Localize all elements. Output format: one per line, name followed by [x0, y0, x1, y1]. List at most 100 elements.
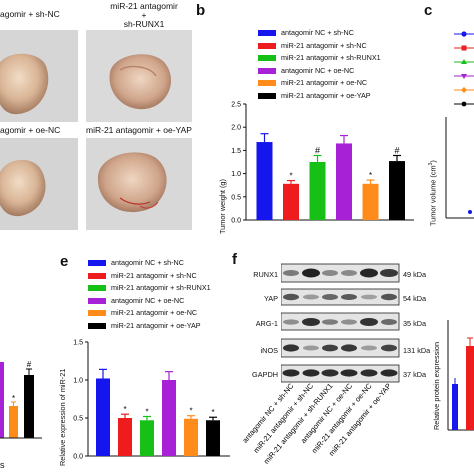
y-tick-label: 0.0 [231, 218, 241, 225]
significance-mark: * [289, 172, 292, 181]
bands-yap [283, 293, 397, 301]
y-tick-label: 0.5 [73, 416, 83, 423]
photo-label-top-right-3: sh-RUNX1 [123, 19, 165, 29]
bar [256, 142, 273, 220]
legend-label: miR-21 antagomir + oe-YAP [281, 90, 371, 100]
legend-swatch [258, 80, 276, 87]
bar-d-black [24, 375, 34, 438]
legend-marker [461, 59, 467, 64]
blot-size-runx1: 49 kDa [403, 270, 427, 279]
y-tick-label: 2.0 [231, 125, 241, 132]
photo-label-top-left: agomir + sh-NC [0, 9, 60, 19]
tumor-bottom-right [97, 152, 167, 213]
legend-marker [461, 101, 467, 107]
legend-swatch [258, 92, 276, 99]
legend-marker [461, 31, 467, 37]
panel-letter-f: f [232, 251, 237, 268]
bar-d-orange [9, 406, 18, 438]
legend-swatch [88, 272, 106, 279]
legend-label: miR-21 antagomir + sh-NC [111, 270, 197, 280]
blot-size-inos: 131 kDa [403, 346, 431, 355]
blot-label-arg1: ARG-1 [255, 319, 278, 328]
legend-swatch [258, 30, 276, 37]
legend-swatch [88, 297, 106, 304]
mark-d-black: # [27, 360, 32, 369]
blot-label-runx1: RUNX1 [253, 270, 278, 279]
legend-entry: miR-21 antagomir + sh-RUNX1 [258, 52, 381, 65]
photo-label-top-right-1: miR-21 antagomir [110, 1, 178, 11]
bar-chart-b: 0.0 0.5 1.0 1.5 2.0 2.5 * # * # [231, 102, 414, 225]
legend-label: miR-21 antagomir + sh-RUNX1 [281, 53, 381, 62]
significance-mark: * [189, 407, 192, 416]
legend-label: antagomir NC + oe-NC [111, 295, 185, 305]
bands-gapdh [282, 369, 398, 377]
legend-markers-c [454, 31, 474, 107]
bar [389, 161, 405, 220]
legend-entry: miR-21 antagomir + oe-YAP [88, 320, 211, 333]
blot-size-gapdh: 37 kDa [403, 370, 427, 379]
y-tick-label: 0.0 [73, 454, 83, 461]
significance-mark: # [394, 146, 399, 156]
legend-label: miR-21 antagomir + oe-NC [111, 308, 198, 317]
y-tick-label: 1.0 [231, 171, 241, 178]
significance-mark: * [145, 407, 148, 416]
blot-label-inos: iNOS [260, 346, 278, 355]
bar [162, 380, 176, 456]
y-tick-label: 1.0 [73, 378, 83, 385]
panel-letter-b: b [196, 2, 206, 19]
legend-marker [461, 87, 467, 93]
significance-mark: * [211, 408, 214, 417]
legend-label: miR-21 antagomir + sh-RUNX1 [111, 283, 211, 292]
legend-entry: miR-21 antagomir + sh-NC [88, 270, 211, 283]
y-tick-label: 0.5 [231, 194, 241, 201]
fragment-text: s [0, 460, 5, 470]
legend-entry: miR-21 antagomir + oe-NC [88, 307, 211, 320]
legend-swatch [258, 67, 276, 74]
tumor-photos [0, 30, 192, 230]
legend-marker [461, 74, 467, 79]
bar-chart-d-partial: * # [0, 360, 42, 439]
bar-f-red [466, 346, 474, 430]
bar [140, 420, 154, 456]
bar [96, 378, 110, 456]
line-chart-c-partial [445, 31, 474, 219]
legend-swatch [88, 322, 106, 329]
photo-label-top-right-2: + [141, 10, 147, 20]
legend-panel-b: antagomir NC + sh-NC miR-21 antagomir + … [258, 27, 381, 102]
bar [118, 418, 132, 456]
legend-label: antagomir NC + oe-NC [281, 65, 355, 75]
legend-entry: antagomir NC + oe-NC [258, 65, 381, 78]
bar [309, 162, 326, 220]
bar-f-blue [452, 384, 458, 430]
tumor-bottom-left [0, 160, 46, 217]
y-tick-label: 1.5 [231, 148, 241, 155]
bands-inos [283, 344, 397, 352]
blot-image [281, 263, 400, 383]
bar-chart-f-partial [447, 320, 474, 431]
bar [206, 420, 220, 456]
y-tick-label: 2.5 [231, 102, 241, 109]
tumor-top-left [0, 53, 49, 115]
bar [283, 183, 299, 220]
legend-entry: miR-21 antagomir + sh-NC [258, 40, 381, 53]
legend-label: miR-21 antagomir + oe-NC [281, 78, 368, 87]
bar [336, 143, 352, 220]
legend-swatch [258, 55, 276, 62]
legend-label: antagomir NC + sh-NC [111, 258, 184, 267]
legend-swatch [258, 42, 276, 49]
blot-label-yap: YAP [263, 294, 278, 303]
data-point-c [468, 210, 472, 214]
legend-entry: miR-21 antagomir + oe-YAP [258, 90, 381, 103]
legend-panel-e: antagomir NC + sh-NC miR-21 antagomir + … [88, 257, 211, 332]
panel-letter-c: c [424, 2, 433, 19]
legend-entry: antagomir NC + sh-NC [258, 27, 381, 40]
mark-d-orange: * [12, 394, 15, 403]
significance-mark: * [369, 171, 372, 180]
y-tick-label: 1.5 [73, 340, 83, 347]
photo-label-bottom-left: agomir + oe-NC [0, 125, 61, 135]
bar-d-purple [0, 362, 4, 438]
bar-chart-e: 0.0 0.5 1.0 1.5 * * * * [73, 340, 230, 461]
legend-entry: miR-21 antagomir + oe-NC [258, 77, 381, 90]
legend-label: miR-21 antagomir + sh-NC [281, 40, 367, 50]
